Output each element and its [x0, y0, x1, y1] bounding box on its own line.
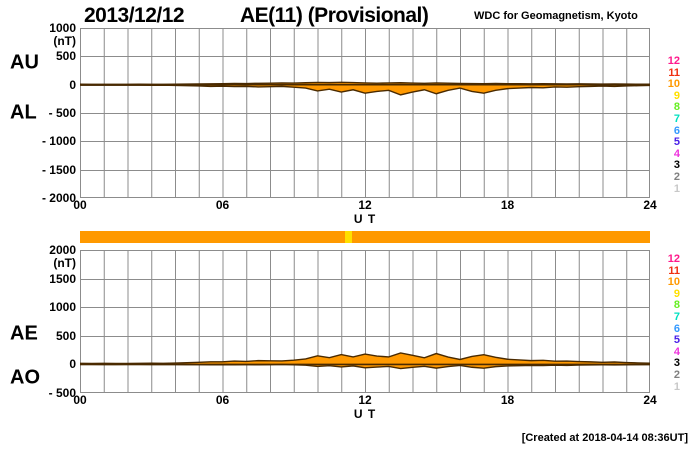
- x-tick-label: 12: [358, 198, 372, 212]
- legend-level-5: 5: [673, 136, 680, 149]
- legend-level-9: 9: [673, 287, 680, 300]
- legend-level-4: 4: [673, 345, 680, 358]
- y-axis-top: 1000 500 0 - 500 - 1000 - 1500 - 2000: [20, 21, 76, 205]
- legend-level-3: 3: [673, 357, 680, 370]
- x-tick-label: 24: [643, 198, 657, 212]
- x-axis-title-top: U T: [353, 212, 377, 226]
- series-label-ae: AE: [10, 322, 38, 345]
- y-tick-label: 0: [69, 77, 76, 92]
- y-tick-label: - 1000: [41, 134, 76, 149]
- panel-au-al: [80, 28, 650, 198]
- panel-ae-ao: [80, 250, 650, 393]
- gridlines-bottom: [80, 250, 650, 393]
- color-legend-top: 12 11 10 9 8 7 6 5 4 3 2 1: [660, 55, 680, 195]
- legend-level-11: 11: [668, 264, 680, 277]
- legend-level-1: 1: [673, 380, 680, 393]
- legend-level-6: 6: [673, 322, 680, 335]
- legend-level-10: 10: [667, 78, 680, 91]
- x-tick-label: 06: [215, 393, 230, 407]
- y-axis-bottom: 2000 1500 1000 500 0 - 500: [20, 243, 76, 400]
- created-timestamp: [Created at 2018-04-14 08:36UT]: [521, 432, 688, 444]
- header-credit: WDC for Geomagnetism, Kyoto: [474, 10, 638, 22]
- activity-segment-level-10: [351, 231, 650, 243]
- legend-level-4: 4: [673, 147, 680, 160]
- series-label-al: AL: [10, 101, 37, 124]
- activity-segment-level-9: [344, 231, 352, 243]
- legend-level-7: 7: [673, 112, 680, 125]
- y-tick-label: 500: [55, 49, 76, 64]
- y-tick-label: 1500: [49, 271, 76, 286]
- activity-segment-level-10: [80, 231, 345, 243]
- trace-au-al: [80, 81, 650, 96]
- legend-level-8: 8: [673, 299, 680, 312]
- y-tick-label: 0: [69, 357, 76, 372]
- x-axis-title-bottom: U T: [353, 407, 377, 421]
- y-tick-label: - 500: [48, 386, 76, 400]
- y-tick-label: - 1500: [41, 162, 76, 177]
- legend-level-5: 5: [673, 334, 680, 347]
- legend-level-9: 9: [673, 89, 680, 102]
- y-tick-label: - 500: [48, 106, 76, 120]
- x-tick-label: 18: [500, 393, 515, 407]
- legend-level-2: 2: [673, 368, 680, 381]
- legend-level-12: 12: [667, 253, 680, 265]
- legend-level-7: 7: [673, 310, 680, 323]
- x-tick-label: 24: [643, 393, 657, 407]
- x-tick-label: 06: [215, 198, 230, 212]
- color-legend-bottom: 12 11 10 9 8 7 6 5 4 3 2 1: [660, 253, 680, 393]
- legend-level-6: 6: [673, 124, 680, 137]
- header-date: 2013/12/12: [84, 4, 185, 27]
- series-label-ao: AO: [10, 366, 40, 389]
- x-tick-label: 12: [358, 393, 372, 407]
- legend-level-1: 1: [673, 182, 680, 195]
- x-tick-label: 00: [73, 393, 87, 407]
- x-tick-label: 18: [500, 198, 515, 212]
- y-tick-label: 2000: [49, 243, 76, 257]
- legend-level-2: 2: [673, 170, 680, 183]
- series-label-au: AU: [10, 51, 39, 74]
- y-axis-unit-bottom: (nT): [53, 256, 76, 270]
- y-tick-label: 1000: [49, 300, 76, 315]
- activity-color-bar: [80, 231, 650, 243]
- legend-level-3: 3: [673, 159, 680, 172]
- x-tick-label: 00: [73, 198, 87, 212]
- y-tick-label: 500: [55, 328, 76, 343]
- y-axis-unit-top: (nT): [53, 34, 76, 48]
- legend-level-10: 10: [667, 276, 680, 289]
- y-tick-label: 1000: [49, 21, 76, 35]
- legend-level-8: 8: [673, 101, 680, 114]
- y-tick-label: - 2000: [41, 191, 76, 205]
- trace-ae-ao: [80, 352, 650, 370]
- legend-level-11: 11: [668, 66, 680, 79]
- legend-level-12: 12: [667, 55, 680, 67]
- page-title: AE(11) (Provisional): [240, 4, 429, 27]
